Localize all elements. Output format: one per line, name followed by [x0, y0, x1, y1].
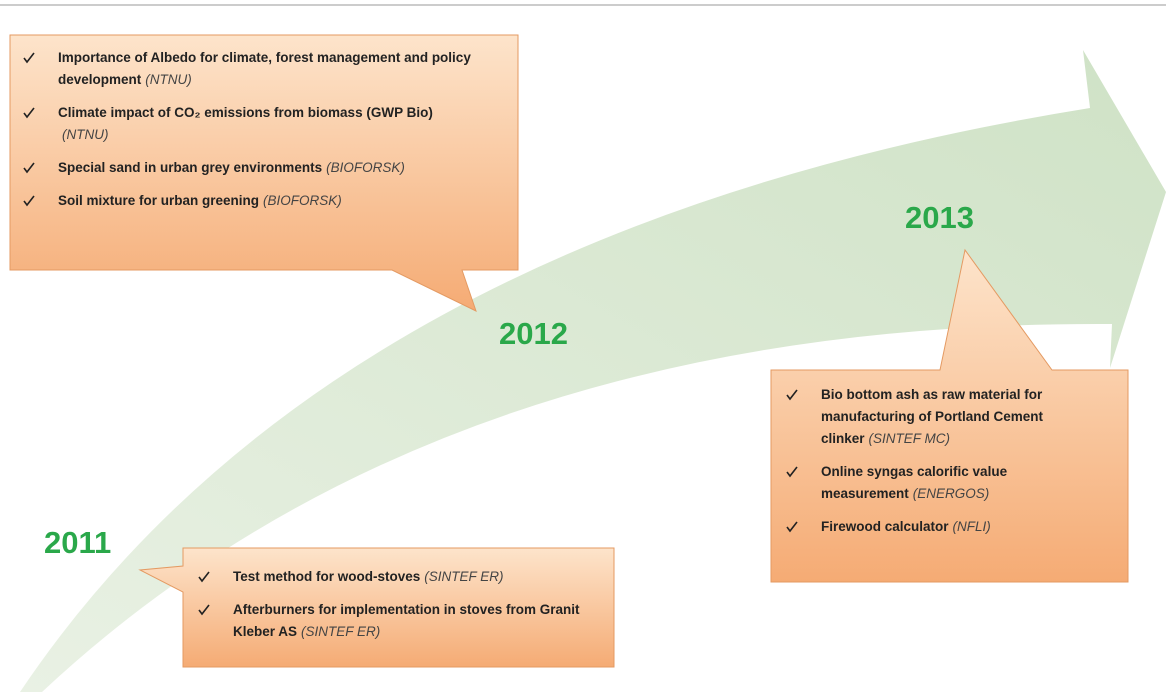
- check: [198, 571, 210, 583]
- callout-2011: [138, 547, 615, 668]
- check: [198, 604, 210, 616]
- check-icon: [23, 52, 35, 64]
- item-text: Soil mixture for urban greening: [58, 193, 260, 208]
- callout-2012: [9, 34, 519, 312]
- check: [23, 162, 35, 174]
- check-icon: [23, 107, 35, 119]
- item-text: Bio bottom ash as raw material for manuf…: [821, 387, 1044, 446]
- item-text: Climate impact of CO₂ emissions from bio…: [58, 105, 433, 120]
- item-org: (SINTEF MC): [868, 431, 951, 446]
- item: Special sand in urban grey environments(…: [22, 157, 482, 179]
- check: [23, 107, 35, 119]
- item: Test method for wood-stoves (SINTEF ER): [197, 566, 597, 588]
- check: [23, 195, 35, 207]
- check-icon: [23, 195, 35, 207]
- item: Bio bottom ash as raw material for manuf…: [785, 384, 1120, 450]
- item-org: (SINTEF ER): [424, 569, 504, 584]
- item: Firewood calculator (NFLI): [785, 516, 1120, 538]
- item-text: Test method for wood-stoves: [233, 569, 421, 584]
- item-text: Afterburners for implementation in stove…: [233, 602, 580, 639]
- item-list: Bio bottom ash as raw material for manuf…: [785, 384, 1120, 549]
- check-icon: [786, 389, 798, 401]
- item: Importance of Albedo for climate, forest…: [22, 47, 482, 91]
- item-org: (NFLI): [952, 519, 991, 534]
- check-icon: [23, 162, 35, 174]
- check-icon: [198, 571, 210, 583]
- item-text: Firewood calculator: [821, 519, 949, 534]
- item-list: Test method for wood-stoves (SINTEF ER) Af…: [197, 566, 597, 654]
- check: [23, 52, 35, 64]
- item: Online syngas calorific value measuremen…: [785, 461, 1120, 505]
- item-list: Importance of Albedo for climate, forest…: [22, 47, 482, 223]
- item-org: (ENERGOS): [912, 486, 990, 501]
- item-org: (BIOFORSK): [326, 160, 405, 175]
- callout-2013: [770, 248, 1129, 583]
- year-label: 2011: [44, 525, 112, 560]
- year-label: 2012: [499, 316, 568, 351]
- item-text: Online syngas calorific value measuremen…: [821, 464, 1008, 501]
- check-icon: [198, 604, 210, 616]
- item: Afterburners for implementation in stove…: [197, 599, 597, 643]
- check-icon: [786, 521, 798, 533]
- item-org: (BIOFORSK): [263, 193, 342, 208]
- timeline-arrow: [20, 50, 1166, 692]
- check: [786, 466, 798, 478]
- year-label: 2013: [905, 200, 974, 235]
- item: Climate impact of CO₂ emissions from bio…: [22, 102, 482, 146]
- item-org: (SINTEF ER): [301, 624, 381, 639]
- item-text: Importance of Albedo for climate, forest…: [58, 50, 471, 87]
- check: [786, 389, 798, 401]
- item-text: Special sand in urban grey environments: [58, 160, 323, 175]
- item: Soil mixture for urban greening (BIOFORSK…: [22, 190, 482, 212]
- check-icon: [786, 466, 798, 478]
- item-org: (NTNU): [145, 72, 192, 87]
- item-org: (NTNU): [62, 127, 109, 142]
- check: [786, 521, 798, 533]
